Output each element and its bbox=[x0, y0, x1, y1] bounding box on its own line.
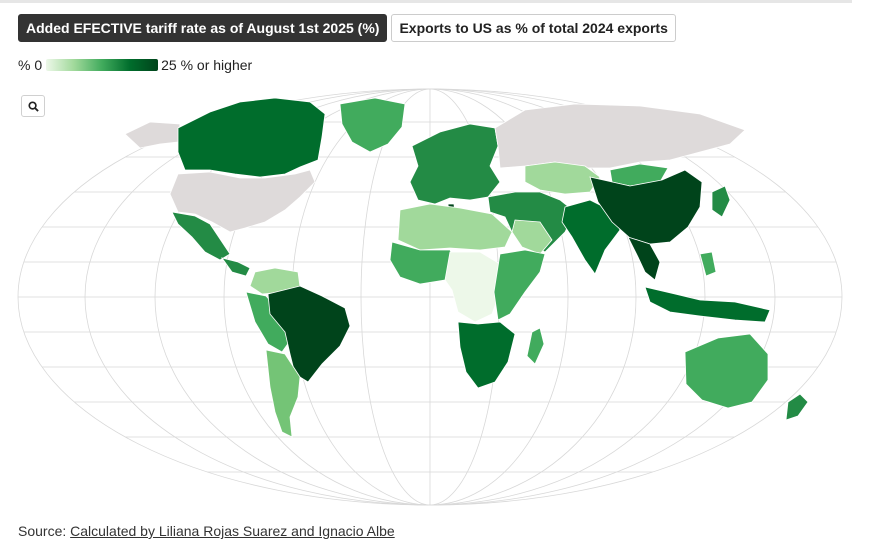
region-australia[interactable] bbox=[684, 333, 769, 409]
region-mexico[interactable] bbox=[171, 211, 231, 261]
source-note: Source: Calculated by Liliana Rojas Suar… bbox=[18, 523, 395, 539]
legend-gradient-bar bbox=[46, 59, 159, 71]
source-prefix: Source: bbox=[18, 523, 71, 539]
region-central-africa[interactable] bbox=[444, 251, 501, 323]
region-brazil[interactable] bbox=[267, 285, 351, 383]
region-russia[interactable] bbox=[494, 103, 746, 169]
region-alaska[interactable] bbox=[124, 121, 181, 149]
legend-max-label: 25 % or higher bbox=[161, 57, 253, 73]
legend-min-label: % 0 bbox=[18, 57, 43, 73]
region-japan[interactable] bbox=[711, 185, 731, 218]
region-indonesia[interactable] bbox=[644, 286, 771, 323]
region-central-america[interactable] bbox=[221, 257, 251, 277]
region-europe[interactable] bbox=[409, 123, 501, 205]
region-china[interactable] bbox=[589, 169, 703, 245]
source-link[interactable]: Calculated by Liliana Rojas Suarez and I… bbox=[70, 523, 395, 539]
region-north-africa[interactable] bbox=[397, 203, 513, 251]
region-philippines[interactable] bbox=[699, 251, 717, 277]
zoom-button[interactable] bbox=[21, 95, 45, 117]
region-canada[interactable] bbox=[177, 97, 326, 178]
tab-exports-to-us[interactable]: Exports to US as % of total 2024 exports bbox=[391, 14, 676, 42]
metric-tabs: Added EFECTIVE tariff rate as of August … bbox=[18, 14, 676, 42]
region-southeast-asia[interactable] bbox=[627, 236, 661, 281]
color-legend: % 0 25 % or higher bbox=[18, 57, 252, 73]
region-east-africa[interactable] bbox=[493, 249, 546, 321]
world-map[interactable] bbox=[0, 82, 860, 512]
region-central-asia[interactable] bbox=[524, 161, 601, 195]
region-southern-africa[interactable] bbox=[457, 321, 516, 389]
search-icon bbox=[27, 100, 39, 112]
tab-effective-tariff-rate[interactable]: Added EFECTIVE tariff rate as of August … bbox=[18, 14, 388, 42]
region-argentina-chile[interactable] bbox=[265, 349, 301, 438]
top-divider bbox=[0, 0, 852, 3]
region-madagascar[interactable] bbox=[526, 327, 545, 365]
region-new-zealand[interactable] bbox=[785, 393, 809, 421]
region-usa[interactable] bbox=[169, 169, 316, 233]
region-greenland[interactable] bbox=[339, 97, 406, 153]
